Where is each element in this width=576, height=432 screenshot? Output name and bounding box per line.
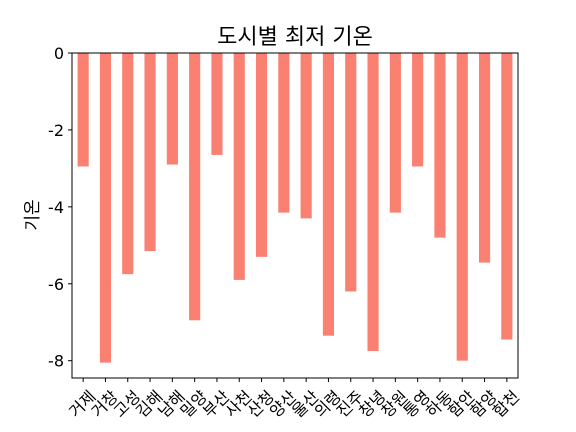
bar-창녕 (367, 53, 379, 352)
bar-의령 (322, 53, 335, 336)
y-tick-label: -2 (48, 121, 64, 140)
bars-group (77, 53, 513, 363)
y-tick-label: -6 (48, 275, 64, 294)
bar-울산 (300, 53, 312, 219)
bar-함양 (478, 53, 491, 263)
bar-거제 (77, 53, 89, 167)
chart-title: 도시별 최저 기온 (217, 25, 373, 50)
plot-frame (71, 52, 519, 379)
bar-김해 (144, 53, 156, 252)
bar-부산 (211, 53, 223, 155)
y-tick-label: -4 (48, 198, 64, 217)
bar-사천 (233, 53, 245, 280)
bar-통영 (412, 53, 424, 167)
bar-남해 (166, 53, 178, 165)
bar-밀양 (189, 53, 201, 321)
bar-산청 (255, 53, 268, 257)
bar-하동 (434, 53, 446, 238)
y-tick-label: 0 (54, 44, 64, 63)
y-axis-label: 기온 (23, 199, 43, 230)
bar-함안 (456, 53, 468, 361)
x-tick-label: 합천 (489, 387, 523, 421)
bar-고성 (122, 53, 134, 275)
bar-양산 (278, 53, 290, 213)
bar-진주 (345, 53, 357, 292)
bar-거창 (99, 53, 112, 363)
y-tick-label: -8 (48, 352, 64, 371)
bar-합천 (501, 53, 513, 340)
bar-창원 (389, 53, 401, 213)
y-axis: 0 -2 -4 -6 -8 (48, 44, 72, 371)
